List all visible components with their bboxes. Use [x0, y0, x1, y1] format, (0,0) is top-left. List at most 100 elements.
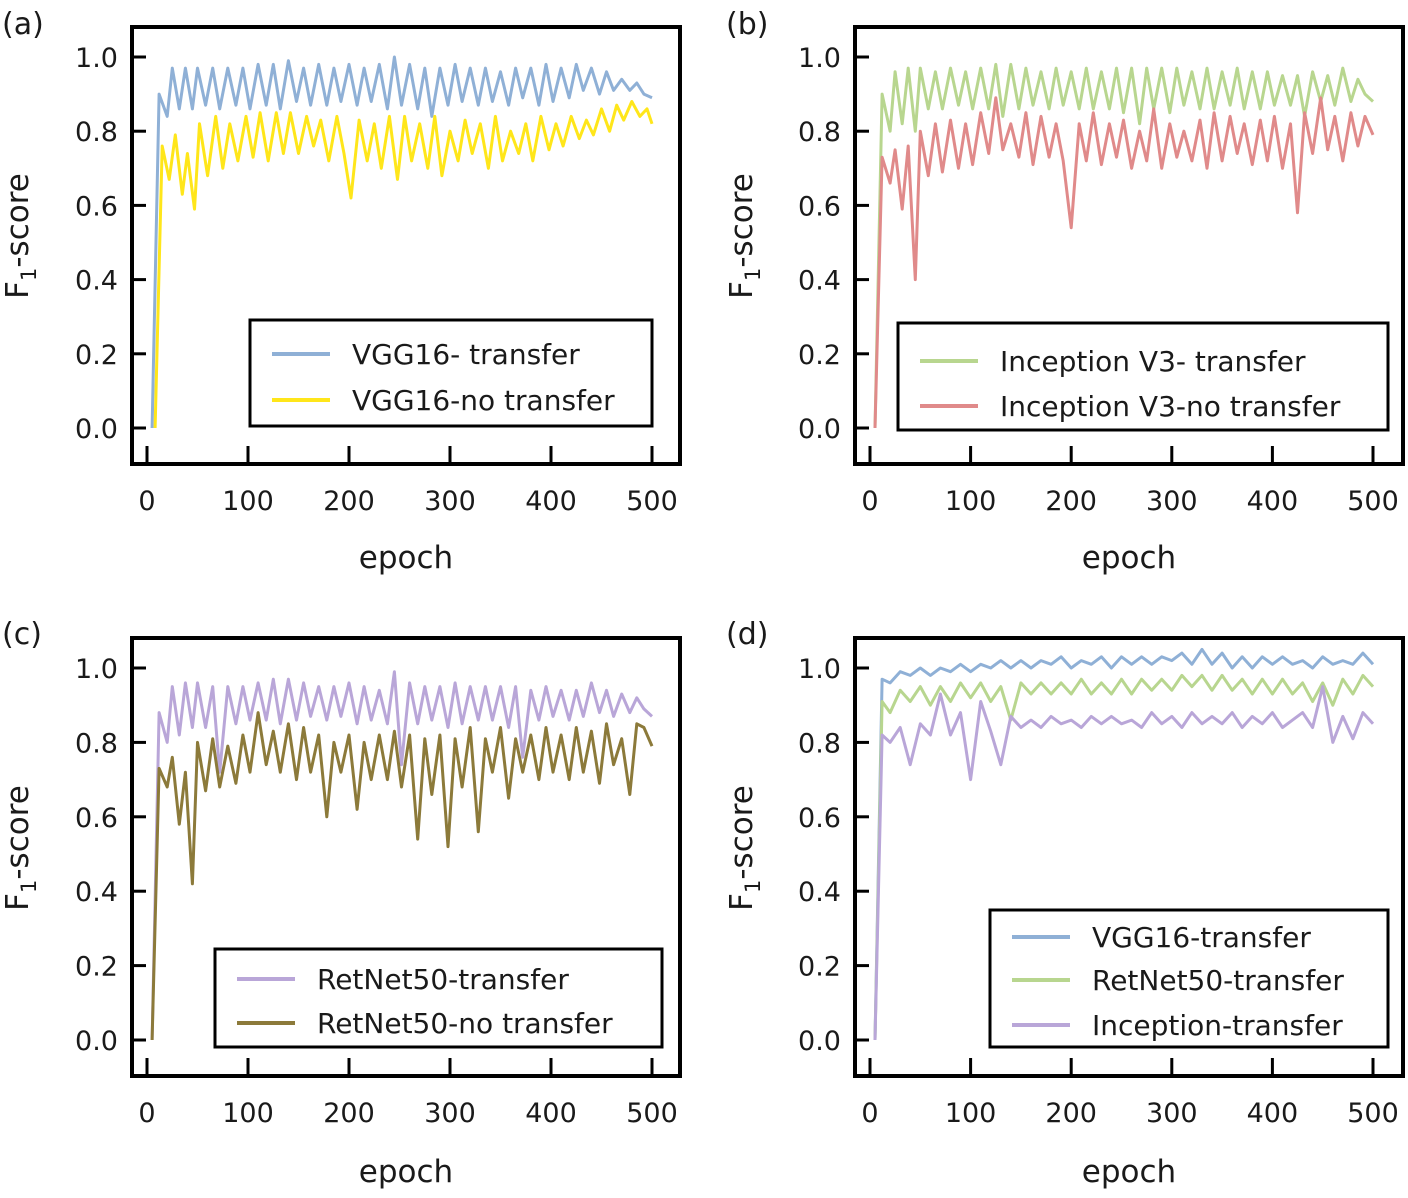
- y-tick-label: 0.8: [75, 117, 118, 148]
- y-axis-title-main: F: [0, 893, 36, 911]
- y-tick-label: 0.0: [75, 1026, 118, 1057]
- series-line-2: [150, 711, 654, 1041]
- x-tick-label: 100: [945, 486, 997, 517]
- x-axis-title: epoch: [359, 540, 453, 576]
- y-tick-label: 1.0: [798, 654, 841, 685]
- y-axis-title-sub: 1: [741, 880, 765, 893]
- panel-label: (a): [2, 7, 44, 42]
- x-axis-title: epoch: [359, 1154, 453, 1190]
- y-axis-title-main: F: [0, 281, 36, 299]
- x-tick-label: 500: [626, 486, 678, 517]
- y-tick-label: 0.6: [798, 803, 841, 834]
- y-tick-label: 0.2: [75, 952, 118, 983]
- x-tick-label: 100: [222, 486, 274, 517]
- y-tick-label: 1.0: [75, 654, 118, 685]
- y-axis-title-rest: -score: [724, 173, 760, 267]
- plot-frame: [130, 25, 682, 466]
- y-axis-title-rest: -score: [0, 785, 36, 879]
- x-tick-label: 300: [1146, 486, 1198, 517]
- x-axis-title: epoch: [1082, 1154, 1176, 1190]
- y-tick-label: 0.4: [798, 266, 841, 297]
- y-tick-label: 0.2: [798, 340, 841, 371]
- y-tick-label: 0.6: [798, 191, 841, 222]
- legend-label-2: RetNet50-no transfer: [317, 1007, 613, 1040]
- y-tick-label: 0.0: [75, 414, 118, 445]
- series-line-1: [873, 647, 1375, 1041]
- y-axis-title-sub: 1: [741, 268, 765, 281]
- x-tick-label: 500: [1347, 486, 1399, 517]
- series-line-1: [873, 62, 1375, 429]
- x-tick-label: 500: [626, 1098, 678, 1129]
- x-tick-label: 400: [1247, 486, 1299, 517]
- series-line-2: [873, 96, 1375, 429]
- x-tick-label: 300: [424, 1098, 476, 1129]
- x-tick-label: 0: [861, 1098, 878, 1129]
- legend-label-3: Inception-transfer: [1092, 1009, 1343, 1042]
- y-axis-title: F1-score: [724, 173, 765, 299]
- x-axis-title: epoch: [1082, 540, 1176, 576]
- legend-label-2: RetNet50-transfer: [1092, 964, 1344, 997]
- x-tick-label: 500: [1347, 1098, 1399, 1129]
- legend-box: [896, 321, 1390, 432]
- legend-label-2: Inception V3-no transfer: [1000, 390, 1341, 423]
- y-tick-label: 0.6: [75, 803, 118, 834]
- x-tick-label: 0: [861, 486, 878, 517]
- y-axis-title-sub: 1: [17, 268, 41, 281]
- series-line-3: [873, 685, 1375, 1041]
- y-axis-title-main: F: [724, 893, 760, 911]
- x-tick-label: 200: [323, 486, 375, 517]
- y-axis-title-sub: 1: [17, 880, 41, 893]
- x-tick-label: 100: [945, 1098, 997, 1129]
- legend-label-1: VGG16- transfer: [352, 338, 580, 371]
- legend-label-1: VGG16-transfer: [1092, 921, 1311, 954]
- chart-panel-d: (d) 0.0 0.2 0.4 0.6 0.8 1.0 0 100 200 300 400 500 epo…: [724, 617, 1405, 1190]
- y-tick-label: 1.0: [75, 43, 118, 74]
- y-axis-title-rest: -score: [724, 785, 760, 879]
- y-axis-title: F1-score: [724, 785, 765, 911]
- chart-panel-b: (b) 0.0 0.2 0.4 0.6 0.8 1.0 0 100 200 300 400 500 epo…: [724, 7, 1405, 576]
- panel-label: (c): [2, 617, 42, 652]
- legend: VGG16-transfer RetNet50-transfer Inception…: [988, 908, 1390, 1049]
- series-line-1: [150, 55, 653, 429]
- x-tick-label: 400: [525, 1098, 577, 1129]
- plot-frame: [130, 636, 682, 1078]
- y-axis-title: F1-score: [0, 173, 41, 299]
- x-tick-label: 0: [138, 486, 155, 517]
- y-tick-label: 0.8: [798, 728, 841, 759]
- y-tick-label: 0.4: [75, 877, 118, 908]
- y-tick-label: 0.4: [75, 266, 118, 297]
- y-tick-label: 0.6: [75, 191, 118, 222]
- y-axis-title-rest: -score: [0, 173, 36, 267]
- series-line-2: [873, 673, 1375, 1041]
- plot-frame: [853, 25, 1405, 466]
- y-tick-label: 0.2: [798, 952, 841, 983]
- x-tick-label: 300: [1146, 1098, 1198, 1129]
- series-line-1: [150, 670, 654, 1041]
- chart-panel-a: (a) 0.0 0.2 0.4 0.6 0.8 1.0 0 100 200 300 400 500 epo…: [0, 7, 682, 576]
- y-tick-label: 0.0: [798, 414, 841, 445]
- x-tick-label: 400: [525, 486, 577, 517]
- legend: RetNet50-transfer RetNet50-no transfer: [213, 947, 664, 1049]
- y-tick-label: 0.0: [798, 1026, 841, 1057]
- legend-label-2: VGG16-no transfer: [352, 384, 615, 417]
- legend-label-1: RetNet50-transfer: [317, 963, 569, 996]
- x-tick-label: 200: [323, 1098, 375, 1129]
- x-tick-label: 200: [1045, 1098, 1097, 1129]
- x-tick-label: 0: [138, 1098, 155, 1129]
- x-tick-label: 300: [424, 486, 476, 517]
- y-axis-title: F1-score: [0, 785, 41, 911]
- legend-box: [213, 947, 664, 1049]
- y-axis-title-main: F: [724, 281, 760, 299]
- x-tick-label: 400: [1247, 1098, 1299, 1129]
- panel-label: (d): [726, 617, 768, 652]
- legend-label-1: Inception V3- transfer: [1000, 345, 1306, 378]
- legend: VGG16- transfer VGG16-no transfer: [248, 318, 654, 428]
- x-tick-label: 200: [1045, 486, 1097, 517]
- x-tick-label: 100: [222, 1098, 274, 1129]
- y-tick-label: 0.4: [798, 877, 841, 908]
- y-tick-label: 0.8: [75, 728, 118, 759]
- panel-label: (b): [726, 7, 768, 42]
- chart-panel-c: (c) 0.0 0.2 0.4 0.6 0.8 1.0 0 100 200 300 400 500 epo…: [0, 617, 682, 1190]
- legend-box: [248, 318, 654, 428]
